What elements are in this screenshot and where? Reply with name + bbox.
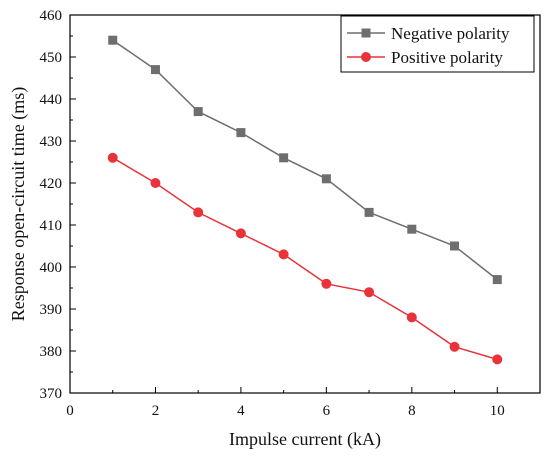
data-point-negative <box>150 65 160 75</box>
y-tick-label: 370 <box>40 386 63 402</box>
series-line-negative <box>112 39 498 281</box>
y-tick-label: 400 <box>40 260 63 276</box>
legend-label-negative: Negative polarity <box>391 24 510 43</box>
legend-circle-marker-icon <box>361 52 371 62</box>
legend-box <box>340 15 535 73</box>
data-point-positive <box>278 249 289 260</box>
legend-item-positive: Positive polarity <box>347 48 503 67</box>
legend-square-marker-icon <box>361 28 371 38</box>
series-layer <box>107 35 503 365</box>
data-point-positive <box>406 312 417 323</box>
data-point-negative <box>279 153 289 163</box>
y-tick-label: 430 <box>40 134 63 150</box>
data-point-positive <box>492 354 503 365</box>
data-point-negative <box>450 241 460 251</box>
data-point-positive <box>449 341 460 352</box>
legend: Negative polarity Positive polarity <box>340 15 535 73</box>
series-positive <box>107 152 503 365</box>
data-point-negative <box>321 174 331 184</box>
data-point-positive <box>364 287 375 298</box>
y-tick-label: 410 <box>40 218 63 234</box>
series-negative <box>108 35 502 285</box>
data-point-positive <box>150 178 161 188</box>
y-tick-label: 450 <box>40 50 63 66</box>
data-point-negative <box>492 275 502 285</box>
x-tick-label: 2 <box>152 403 160 419</box>
legend-item-negative: Negative polarity <box>347 24 510 43</box>
y-axis: 370 380 390 400 410 420 430 440 450 460 <box>40 8 76 402</box>
x-axis-title: Impulse current (kA) <box>229 429 381 450</box>
x-tick-label: 8 <box>408 403 416 419</box>
data-point-negative <box>407 224 417 234</box>
y-tick-label: 390 <box>40 302 63 318</box>
data-point-positive <box>193 207 204 218</box>
y-tick-label: 380 <box>40 344 63 360</box>
x-axis: 0 2 4 6 8 10 <box>66 387 505 419</box>
series-line-positive <box>112 157 498 361</box>
y-tick-label: 420 <box>40 176 63 192</box>
y-tick-label: 460 <box>40 8 63 24</box>
data-point-negative <box>236 128 246 138</box>
data-point-negative <box>364 207 374 217</box>
data-point-positive <box>321 278 332 289</box>
y-axis-title: Response open-circuit time (ms) <box>8 87 29 321</box>
data-point-positive <box>235 228 246 239</box>
x-tick-label: 10 <box>490 403 505 419</box>
x-tick-label: 0 <box>66 403 74 419</box>
data-point-negative <box>108 35 118 45</box>
x-tick-label: 4 <box>237 403 245 419</box>
data-point-positive <box>107 152 118 163</box>
legend-label-positive: Positive polarity <box>391 48 503 67</box>
data-point-negative <box>193 107 203 117</box>
y-tick-label: 440 <box>40 92 63 108</box>
x-tick-label: 6 <box>323 403 331 419</box>
